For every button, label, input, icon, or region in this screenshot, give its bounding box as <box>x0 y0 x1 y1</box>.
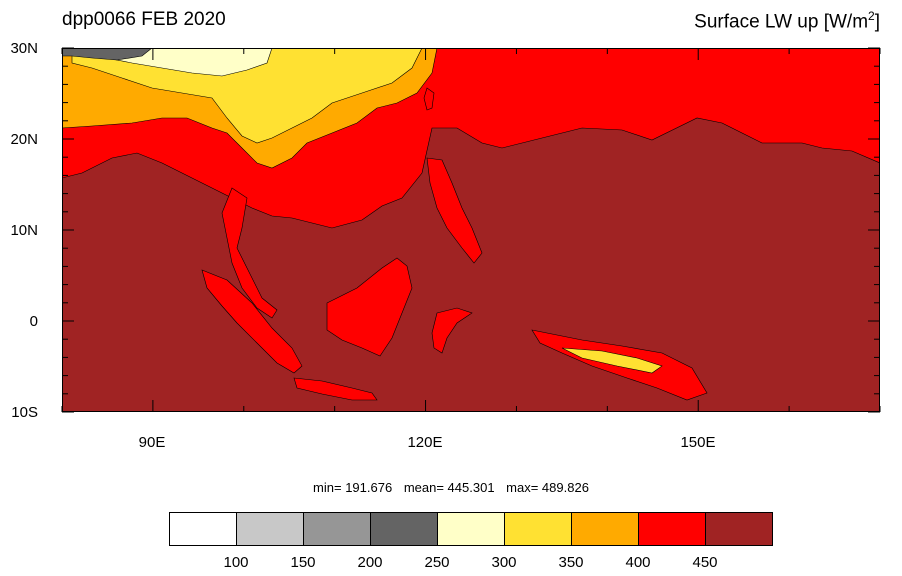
colorbar-label: 400 <box>625 554 651 571</box>
y-tick-label: 10N <box>10 222 38 239</box>
colorbar <box>169 512 773 546</box>
colorbar-label: 150 <box>290 554 316 571</box>
colorbar-label: 350 <box>558 554 584 571</box>
colorbar-box <box>438 513 505 545</box>
sulawesi-island <box>431 307 473 354</box>
map-plot-area <box>62 48 880 412</box>
java-island <box>293 377 378 401</box>
plot-title: dpp0066 FEB 2020 <box>62 9 226 30</box>
variable-title: Surface LW up [W/m2] <box>694 9 880 33</box>
variable-title-text: Surface LW up [W/m <box>694 11 869 33</box>
asia-highland-yellow <box>71 48 423 144</box>
y-tick-label: 20N <box>10 131 38 148</box>
taiwan-island <box>423 87 435 111</box>
colorbar-box <box>572 513 639 545</box>
colorbar-label: 250 <box>424 554 450 571</box>
map-svg <box>62 48 880 412</box>
colorbar-box <box>170 513 237 545</box>
colorbar-box <box>237 513 304 545</box>
asia-highland-grey <box>62 48 153 61</box>
colorbar-box <box>706 513 772 545</box>
philippines-islands <box>426 157 483 264</box>
colorbar-label: 450 <box>692 554 718 571</box>
x-tick-label: 150E <box>680 434 716 451</box>
colorbar-box <box>304 513 371 545</box>
colorbar-box <box>371 513 438 545</box>
new-guinea-highland <box>561 347 663 374</box>
variable-title-exponent: 2 <box>868 9 875 23</box>
stat-max: max= 489.826 <box>506 480 589 495</box>
colorbar-box <box>639 513 706 545</box>
colorbar-label: 200 <box>357 554 383 571</box>
x-tick-label: 90E <box>138 434 166 451</box>
variable-title-close: ] <box>874 11 880 33</box>
stat-mean: mean= 445.301 <box>403 480 495 495</box>
sumatra-island <box>201 269 303 374</box>
borneo-island <box>326 257 413 357</box>
y-tick-label: 0 <box>29 313 38 330</box>
colorbar-label: 300 <box>491 554 517 571</box>
x-tick-label: 120E <box>407 434 443 451</box>
malay-peninsula <box>221 187 278 319</box>
y-tick-label: 30N <box>10 40 38 57</box>
colorbar-box <box>505 513 572 545</box>
colorbar-label: 100 <box>223 554 249 571</box>
stats-line: min= 191.676 mean= 445.301 max= 489.826 <box>0 480 902 495</box>
stat-min: min= 191.676 <box>313 480 393 495</box>
y-tick-label: 10S <box>11 404 38 421</box>
asia-highland-cream <box>101 48 273 77</box>
